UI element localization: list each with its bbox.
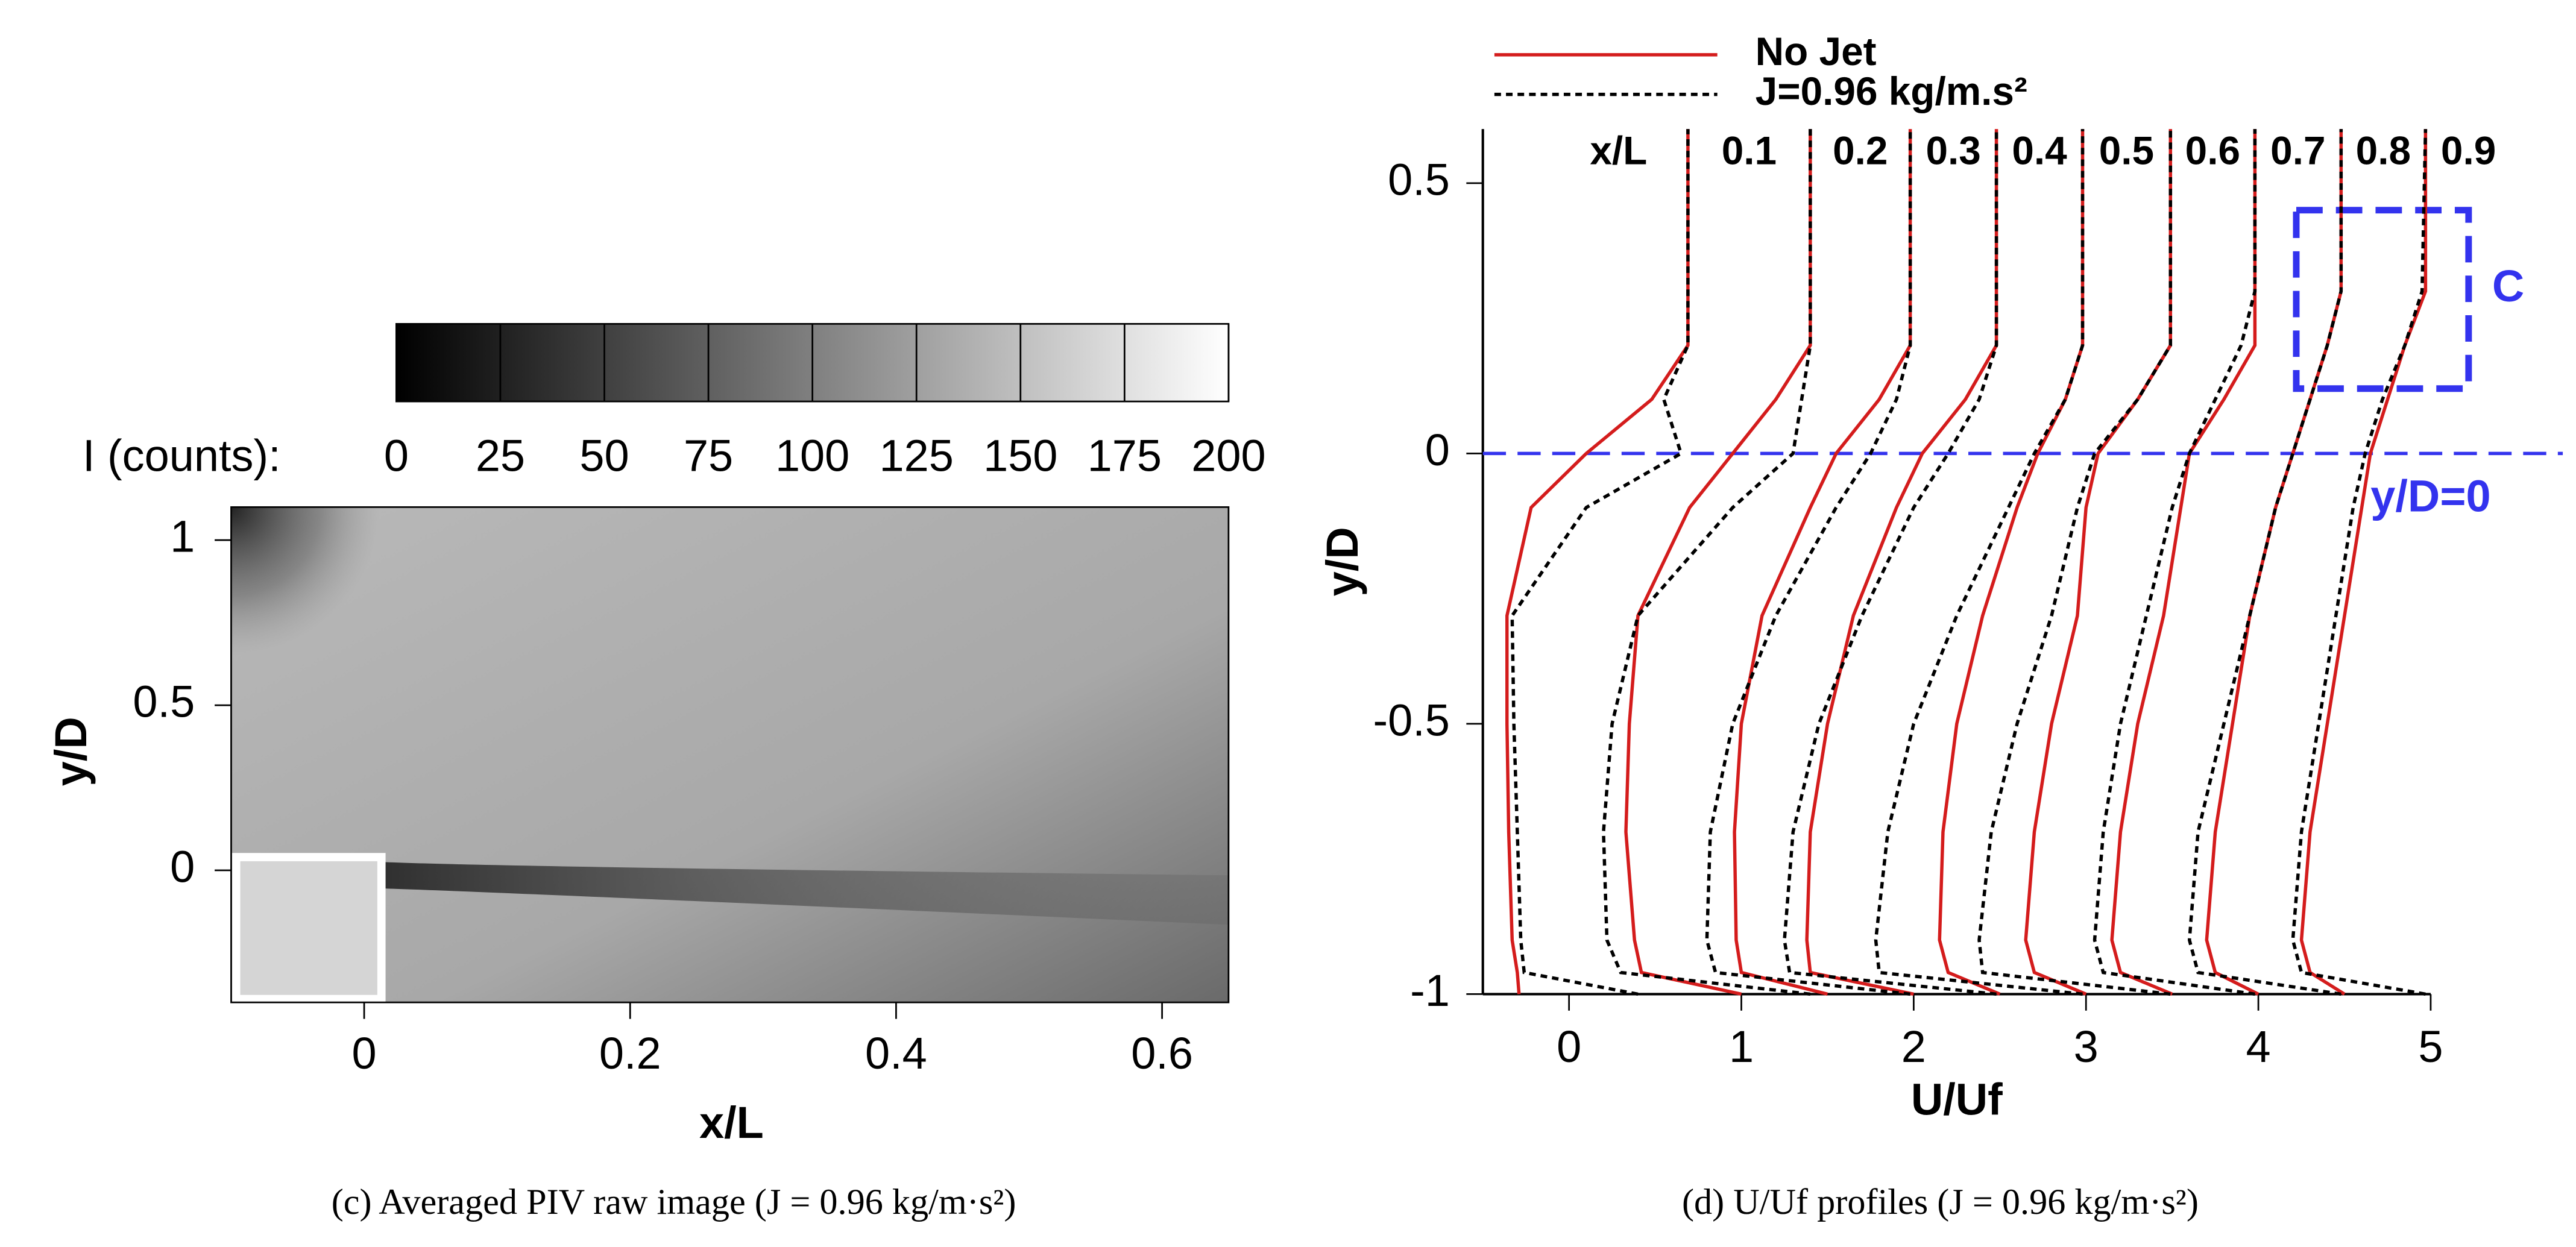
profile-line [2024, 129, 2173, 996]
colorbar-tick-label: 150 [983, 430, 1057, 480]
profile-line [1624, 129, 1812, 996]
x-tick-label: 1 [1729, 1022, 1754, 1072]
x-tick-label: 0.4 [865, 1028, 927, 1078]
y-tick-label: -1 [1410, 966, 1450, 1016]
station-label: 0.1 [1722, 128, 1777, 173]
profile-line [2205, 129, 2343, 996]
piv-image [231, 507, 1229, 1004]
colorbar-tick-label: 75 [684, 430, 733, 480]
image-frame [230, 506, 1230, 1004]
profile-line [1505, 129, 1690, 994]
x-tick-label: 0 [352, 1028, 377, 1078]
station-label: 0.4 [2012, 128, 2067, 173]
reference-label: y/D=0 [2370, 471, 2490, 521]
station-title: x/L [1590, 128, 1647, 173]
y-tick-label: 0 [170, 842, 195, 892]
caption: (c) Averaged PIV raw image (J = 0.96 kg/… [332, 1182, 1016, 1222]
colorbar-label: I (counts): [83, 430, 281, 480]
x-tick-label: 3 [2074, 1022, 2099, 1072]
profile-line [1510, 129, 1690, 996]
image-corner [231, 507, 380, 656]
profile-line [2299, 129, 2428, 996]
colorbar-tick-label: 0 [384, 430, 409, 480]
box-label: C [2492, 261, 2524, 311]
legend-label: No Jet [1756, 29, 1877, 74]
y-tick-label: 0.5 [1388, 154, 1450, 204]
y-axis-label: y/D [1317, 527, 1367, 596]
body-block [231, 853, 386, 1004]
x-axis-label: U/Uf [1911, 1075, 2003, 1125]
station-label: 0.2 [1833, 128, 1888, 173]
caption: (d) U/Uf profiles (J = 0.96 kg/m·s²) [1682, 1182, 2199, 1222]
profile-line [1805, 129, 1998, 996]
profile-line [1705, 129, 1912, 996]
image-background [231, 507, 1229, 1003]
profile-line [1733, 129, 1912, 996]
colorbar-tick-label: 25 [476, 430, 525, 480]
colorbar-tick-label: 125 [880, 430, 954, 480]
y-tick-label: 0.5 [133, 677, 195, 727]
colorbar-tick-label: 175 [1088, 430, 1162, 480]
profile-line [2093, 129, 2257, 996]
station-label: 0.5 [2099, 128, 2154, 173]
y-tick-label: 0 [1425, 425, 1450, 475]
profile-line [1874, 129, 2085, 996]
y-tick-label: 1 [170, 512, 195, 562]
legend-label: J=0.96 kg/m.s² [1756, 69, 2027, 113]
profile-line [1602, 129, 1812, 996]
profile-line [1938, 129, 2085, 996]
station-label: 0.9 [2441, 128, 2496, 173]
profile-line [2110, 129, 2257, 996]
profile-line [2291, 129, 2428, 996]
station-label: 0.7 [2270, 128, 2325, 173]
highlight-box [2293, 207, 2472, 392]
y-axis-label: y/D [46, 717, 96, 786]
x-axis-label: x/L [699, 1098, 764, 1148]
colorbar-tick-label: 100 [775, 430, 849, 480]
colorbar-tick-label: 200 [1191, 430, 1265, 480]
station-label: 0.8 [2356, 128, 2411, 173]
colorbar-tick-label: 50 [579, 430, 629, 480]
x-tick-label: 0.2 [599, 1028, 661, 1078]
station-label: 0.6 [2185, 128, 2240, 173]
profile-line [1783, 129, 1998, 996]
x-tick-label: 0 [1557, 1022, 1581, 1072]
station-label: 0.3 [1926, 128, 1980, 173]
y-tick-label: -0.5 [1373, 695, 1450, 745]
x-tick-label: 4 [2246, 1022, 2271, 1072]
x-tick-label: 2 [1901, 1022, 1926, 1072]
profile-line [1977, 129, 2173, 996]
x-tick-label: 5 [2418, 1022, 2443, 1072]
image-wake [383, 862, 1229, 925]
profile-line [2187, 129, 2343, 996]
x-tick-label: 0.6 [1131, 1028, 1193, 1078]
